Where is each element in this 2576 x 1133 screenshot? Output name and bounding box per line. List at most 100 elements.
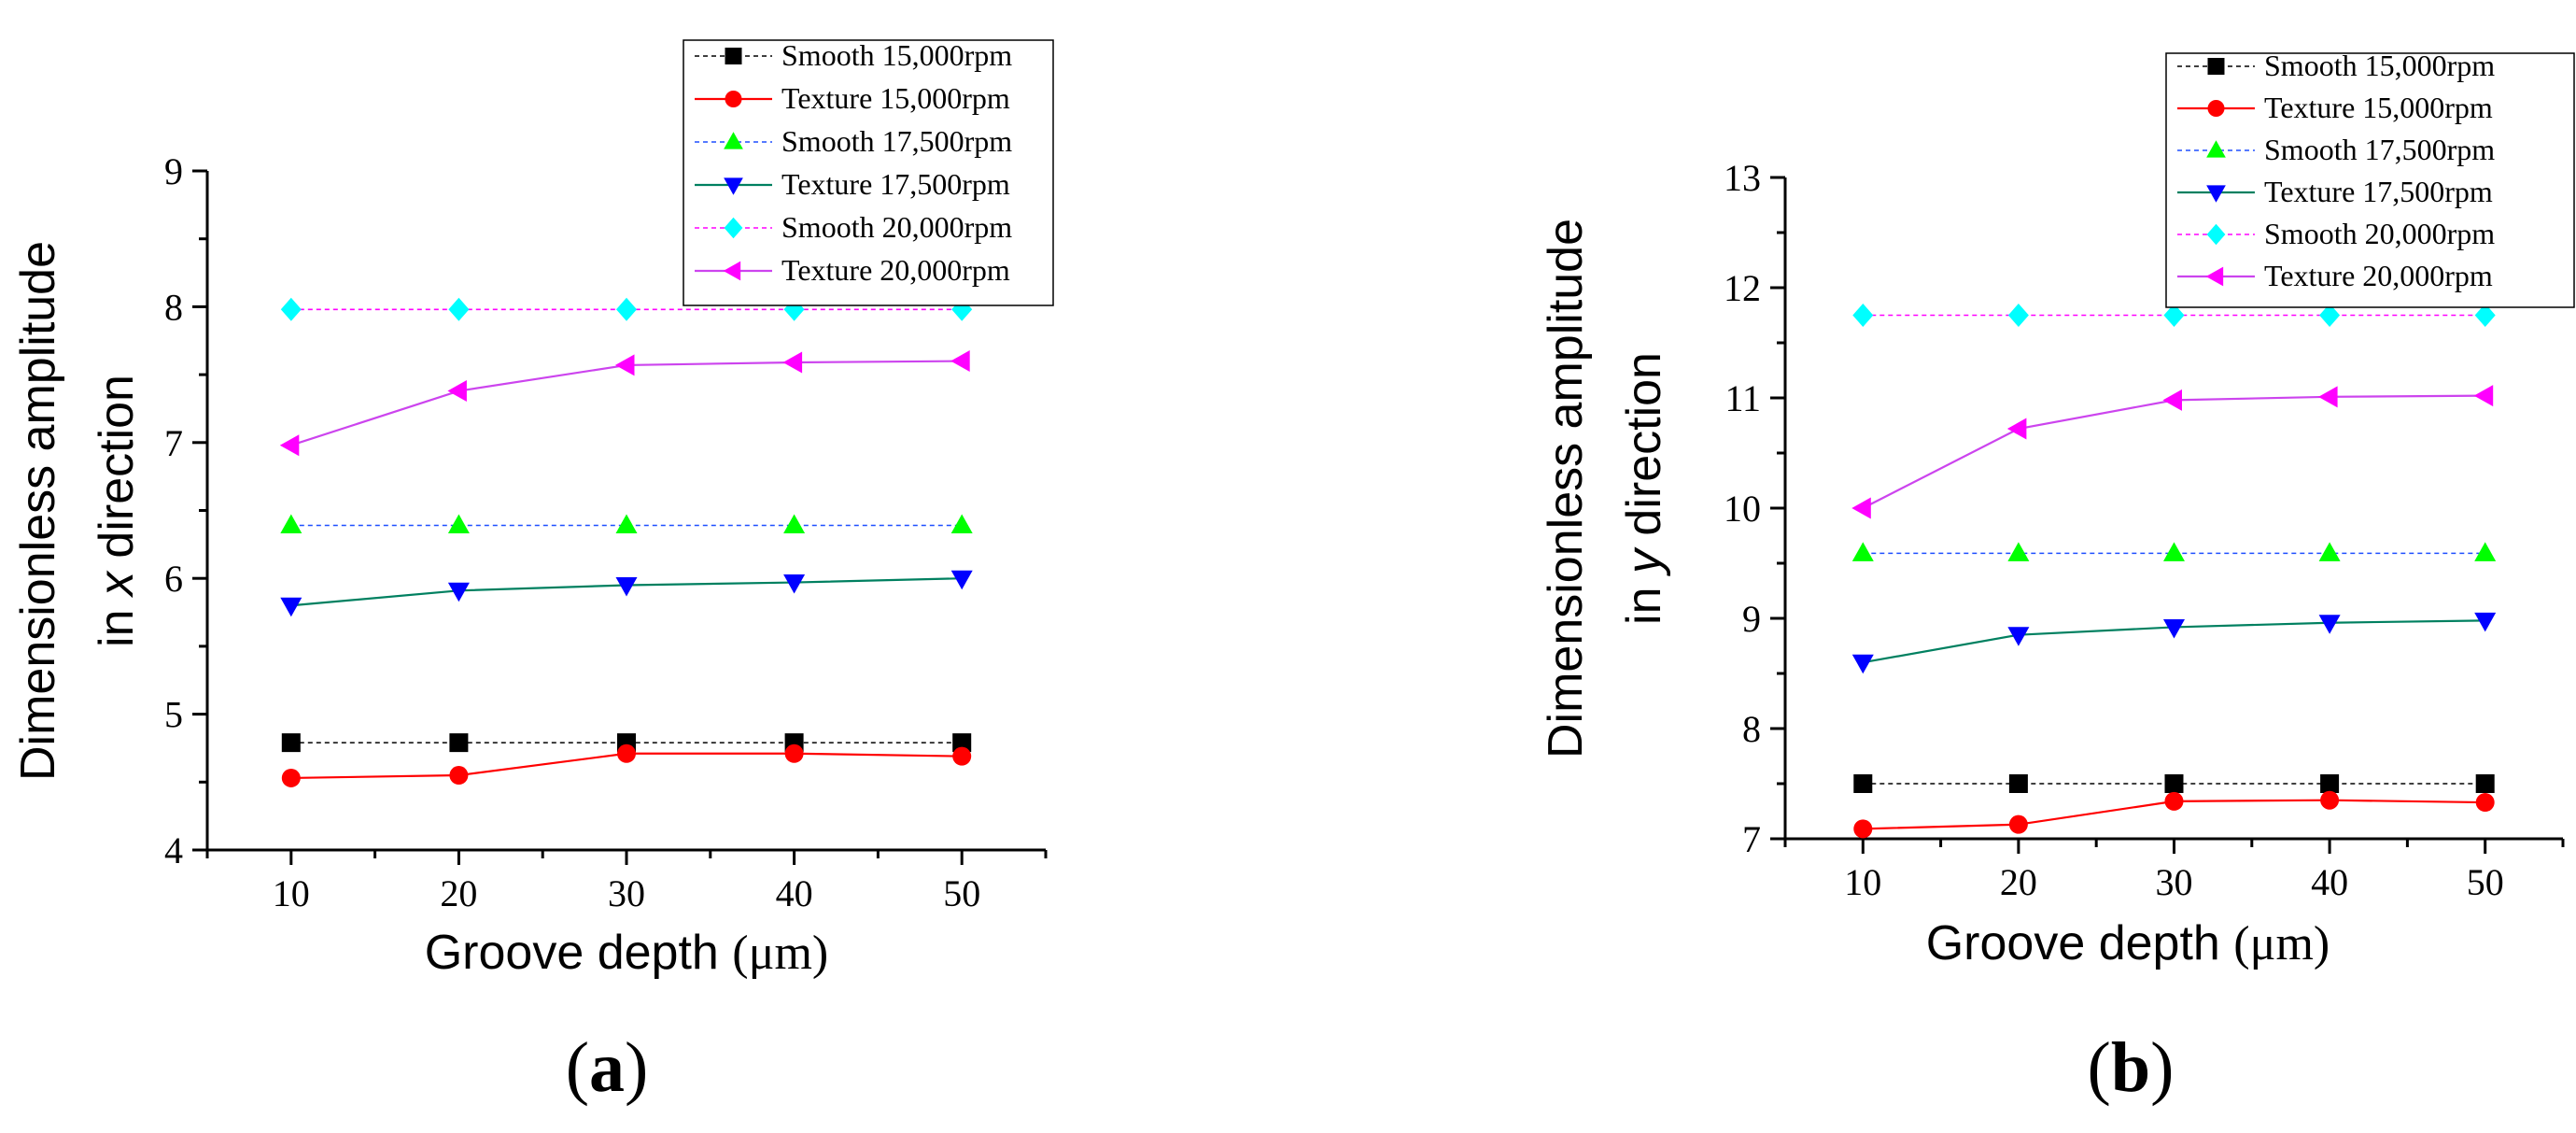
y-axis-label-suffix: direction	[90, 375, 144, 572]
data-point	[783, 574, 806, 594]
series-3	[280, 570, 973, 617]
data-point	[615, 576, 638, 597]
y-axis-label-prefix: in	[1617, 574, 1671, 625]
data-point	[615, 514, 638, 533]
data-point	[280, 297, 302, 321]
series-2	[280, 514, 973, 533]
data-point	[447, 514, 470, 533]
data-point	[2475, 774, 2495, 793]
legend-marker	[724, 177, 743, 195]
legend-marker	[2205, 266, 2224, 287]
y-tick-label: 5	[164, 694, 183, 736]
panel-label-paren-open: (	[2088, 1028, 2111, 1107]
data-point	[615, 354, 635, 376]
legend-marker	[725, 48, 742, 64]
y-tick-label: 4	[164, 829, 183, 871]
data-point	[2473, 385, 2494, 407]
x-axis-label-main: Groove depth	[1926, 916, 2234, 970]
y-axis-label-line2: in y direction	[1617, 352, 1671, 625]
data-point	[281, 733, 301, 753]
data-point	[1851, 542, 1874, 561]
legend-box	[683, 39, 1054, 306]
data-point	[2006, 418, 2027, 440]
y-tick-label: 10	[1724, 488, 1761, 530]
data-point	[2320, 790, 2340, 810]
legend-marker	[2206, 140, 2226, 158]
data-point	[1853, 774, 1873, 793]
data-point	[2474, 612, 2497, 632]
panel-label-paren-close: )	[2150, 1028, 2174, 1107]
data-point	[2318, 615, 2341, 634]
legend: Smooth 15,000rpm Texture 15,000rpm Smooth …	[683, 38, 1054, 306]
y-axis-label-prefix: in	[90, 596, 144, 647]
panel-b: 7 8 9 10 11 12 13 10 20 30 40 50 Smooth 15,000rpm Tex…	[1539, 49, 2575, 1107]
data-point	[449, 733, 469, 753]
data-point	[952, 746, 972, 766]
series-3	[1851, 612, 2497, 674]
legend-marker	[2206, 223, 2226, 246]
y-tick-label: 11	[1724, 377, 1761, 419]
legend-marker	[724, 132, 743, 149]
data-point	[950, 514, 973, 533]
data-point	[2162, 389, 2182, 411]
data-point	[1853, 819, 1873, 839]
data-point	[2318, 386, 2338, 408]
legend-label: Smooth 17,500rpm	[2264, 133, 2495, 166]
data-point	[449, 766, 469, 786]
legend-marker	[2206, 185, 2226, 203]
data-point	[782, 351, 803, 374]
data-point	[280, 514, 303, 533]
series-line	[1862, 394, 2485, 509]
x-tick-label: 20	[2000, 861, 2037, 903]
data-point	[1852, 304, 1874, 327]
legend-label: Smooth 15,000rpm	[2264, 49, 2495, 82]
panel-label-letter: a	[589, 1028, 625, 1107]
x-tick-label: 50	[943, 872, 980, 914]
panel-label-letter: b	[2111, 1028, 2150, 1107]
series-0	[1853, 774, 2495, 793]
data-point	[2007, 627, 2030, 646]
panel-a: 4 5 6 7 8 9 10 20 30 40 50 Smooth 15,000rpm Texture …	[11, 38, 1054, 1107]
data-point	[1851, 654, 1874, 674]
y-axis-label-variable: x	[90, 570, 144, 599]
x-tick-label: 50	[2467, 861, 2504, 903]
legend-marker	[723, 261, 741, 281]
x-axis-label-unit: (μm)	[2233, 917, 2330, 970]
data-point	[2164, 774, 2184, 793]
panel-label: (b)	[2088, 1028, 2175, 1107]
panel-label-paren-close: )	[625, 1028, 648, 1107]
legend-label: Texture 17,500rpm	[781, 167, 1010, 201]
legend-marker	[2207, 58, 2225, 75]
data-point	[2318, 542, 2341, 561]
data-point	[2008, 814, 2028, 834]
legend-marker	[724, 217, 743, 239]
legend-label: Smooth 20,000rpm	[2264, 217, 2495, 250]
x-tick-label: 30	[2156, 861, 2193, 903]
legend-label: Smooth 17,500rpm	[781, 124, 1012, 158]
x-tick-label: 20	[440, 872, 477, 914]
y-axis-label-suffix: direction	[1617, 352, 1671, 549]
series-1	[281, 744, 972, 787]
legend-label: Smooth 15,000rpm	[781, 38, 1012, 72]
y-axis-label-variable: y	[1617, 546, 1671, 576]
y-tick-label: 7	[164, 422, 183, 464]
y-tick-label: 13	[1724, 157, 1761, 199]
x-axis-label-main: Groove depth	[425, 926, 733, 980]
data-point	[2320, 774, 2340, 793]
y-axis-label-line1: Dimensionless amplitude	[1539, 219, 1593, 758]
legend-label: Texture 20,000rpm	[781, 253, 1010, 287]
y-tick-label: 8	[164, 286, 183, 328]
y-axis-label-line2: in x direction	[90, 375, 144, 647]
data-point	[2007, 542, 2030, 561]
data-point	[448, 297, 470, 321]
y-tick-label: 6	[164, 558, 183, 600]
legend-label: Texture 20,000rpm	[2264, 259, 2493, 292]
legend: Smooth 15,000rpm Texture 15,000rpm Smooth …	[2165, 49, 2575, 308]
legend-label: Texture 17,500rpm	[2264, 175, 2493, 208]
series-5	[279, 350, 970, 457]
series-line	[290, 360, 963, 446]
data-point	[2163, 304, 2185, 327]
data-point	[783, 514, 806, 533]
series-4	[1852, 304, 2496, 327]
